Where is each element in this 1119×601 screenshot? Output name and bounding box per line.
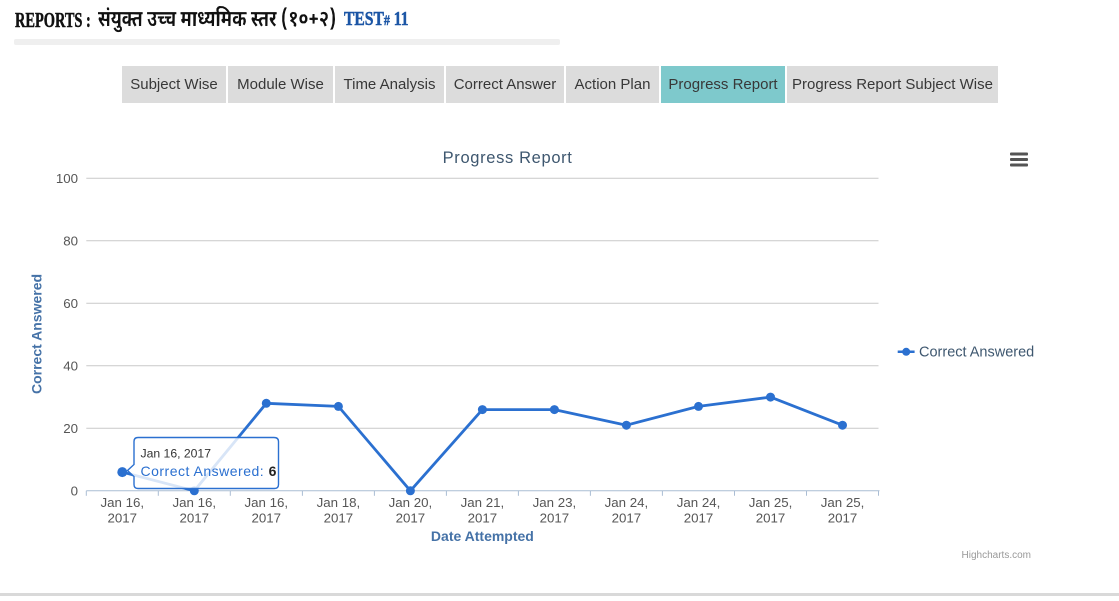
svg-text:2017: 2017 [324, 511, 354, 526]
svg-text:60: 60 [63, 296, 78, 311]
svg-text:Jan 25,: Jan 25, [821, 495, 865, 510]
svg-text:Jan 21,: Jan 21, [461, 495, 505, 510]
svg-text:2017: 2017 [540, 511, 570, 526]
svg-text:2017: 2017 [108, 511, 138, 526]
svg-text:Jan 16, 2017: Jan 16, 2017 [141, 447, 212, 461]
svg-text:Correct Answered: 6: Correct Answered: 6 [141, 463, 277, 479]
svg-text:2017: 2017 [252, 511, 282, 526]
svg-text:Jan 23,: Jan 23, [533, 495, 577, 510]
svg-text:Correct Answered: Correct Answered [919, 345, 1034, 361]
svg-text:Jan 25,: Jan 25, [749, 495, 793, 510]
svg-text:Jan 18,: Jan 18, [317, 495, 361, 510]
svg-text:Highcharts.com: Highcharts.com [962, 550, 1031, 561]
svg-text:Correct Answered: Correct Answered [29, 274, 45, 394]
svg-text:2017: 2017 [396, 511, 426, 526]
svg-text:Jan 16,: Jan 16, [100, 495, 144, 510]
svg-text:80: 80 [63, 233, 78, 248]
svg-text:2017: 2017 [612, 511, 642, 526]
svg-text:0: 0 [71, 483, 78, 498]
svg-text:Progress Report: Progress Report [443, 149, 573, 167]
svg-text:100: 100 [56, 171, 78, 186]
svg-text:2017: 2017 [684, 511, 714, 526]
svg-text:Jan 16,: Jan 16, [172, 495, 216, 510]
svg-text:Jan 16,: Jan 16, [244, 495, 288, 510]
svg-text:2017: 2017 [468, 511, 498, 526]
svg-text:Jan 24,: Jan 24, [605, 495, 649, 510]
svg-text:Date Attempted: Date Attempted [431, 528, 534, 544]
svg-text:Jan 24,: Jan 24, [677, 495, 721, 510]
svg-text:2017: 2017 [180, 511, 210, 526]
svg-text:40: 40 [63, 358, 78, 373]
svg-text:Jan 20,: Jan 20, [389, 495, 433, 510]
svg-text:2017: 2017 [828, 511, 858, 526]
svg-text:2017: 2017 [756, 511, 786, 526]
svg-text:20: 20 [63, 421, 78, 436]
